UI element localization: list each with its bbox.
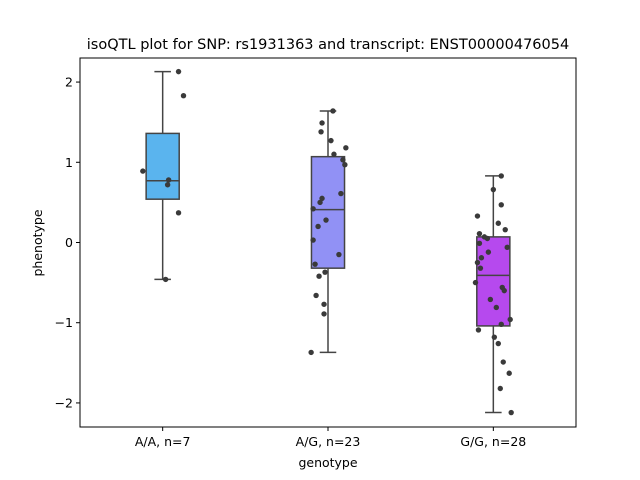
data-point xyxy=(140,168,146,174)
y-tick-label: 1 xyxy=(65,155,73,170)
box-group xyxy=(476,175,511,414)
data-point xyxy=(475,327,482,333)
x-axis: A/A, n=7 A/G, n=23 G/G, n=28 xyxy=(135,427,526,449)
y-tick-label: −2 xyxy=(55,395,73,410)
y-axis-label: phenotype xyxy=(30,209,45,276)
data-point xyxy=(508,409,514,416)
data-point xyxy=(328,137,334,144)
data-point xyxy=(487,296,494,303)
y-axis: −2 −1 0 1 2 xyxy=(55,75,80,410)
points-layer xyxy=(140,68,514,416)
data-point xyxy=(476,230,483,237)
box-iqr xyxy=(310,155,346,269)
data-point xyxy=(495,220,501,226)
data-point xyxy=(317,199,323,206)
y-tick-label: 0 xyxy=(65,235,73,250)
x-tick-label: G/G, n=28 xyxy=(460,434,526,449)
data-point xyxy=(319,195,325,202)
data-point xyxy=(472,279,479,286)
data-point xyxy=(504,244,510,251)
data-point xyxy=(474,213,481,219)
data-point xyxy=(310,206,316,212)
data-point xyxy=(162,276,169,283)
data-point xyxy=(323,217,329,223)
boxes-layer xyxy=(145,70,511,414)
data-point xyxy=(175,210,182,216)
y-tick-label: −1 xyxy=(55,315,73,330)
data-point xyxy=(491,334,498,340)
data-point xyxy=(495,340,501,347)
data-point xyxy=(484,235,491,242)
data-point xyxy=(164,182,171,188)
data-point xyxy=(502,226,508,233)
data-point xyxy=(321,311,327,317)
data-point xyxy=(331,151,337,157)
data-point xyxy=(493,304,500,311)
data-point xyxy=(498,321,504,328)
box-group xyxy=(310,110,346,354)
data-point xyxy=(477,265,484,271)
box-iqr xyxy=(145,132,180,200)
x-axis-label: genotype xyxy=(298,455,357,470)
data-point xyxy=(498,173,504,179)
data-point xyxy=(343,145,349,151)
x-tick-label: A/A, n=7 xyxy=(135,434,191,449)
data-point xyxy=(490,186,497,193)
data-point xyxy=(308,349,314,356)
data-point xyxy=(342,161,348,168)
data-point xyxy=(478,255,485,261)
data-point xyxy=(474,259,481,266)
data-point xyxy=(319,120,325,126)
box-iqr xyxy=(476,236,511,327)
data-point xyxy=(321,301,327,307)
data-point xyxy=(310,237,316,243)
data-point xyxy=(165,177,172,183)
data-point xyxy=(338,190,344,197)
data-point xyxy=(506,370,512,376)
data-point xyxy=(498,202,504,208)
box-group xyxy=(145,70,180,281)
data-point xyxy=(497,385,503,392)
data-point xyxy=(476,240,483,247)
data-point xyxy=(175,68,182,75)
data-point xyxy=(322,269,328,275)
data-point xyxy=(330,108,336,114)
data-point xyxy=(313,292,319,299)
chart-title: isoQTL plot for SNP: rs1931363 and trans… xyxy=(87,37,569,53)
data-point xyxy=(485,249,492,255)
data-point xyxy=(315,223,321,230)
x-tick-label: A/G, n=23 xyxy=(296,434,361,449)
data-point xyxy=(312,261,318,267)
data-point xyxy=(316,273,322,279)
data-point xyxy=(507,316,513,323)
data-point xyxy=(501,287,507,294)
data-point xyxy=(336,251,342,258)
data-point xyxy=(180,93,187,99)
data-point xyxy=(500,359,506,365)
data-point xyxy=(340,157,346,163)
y-tick-label: 2 xyxy=(65,75,73,90)
data-point xyxy=(318,129,324,135)
